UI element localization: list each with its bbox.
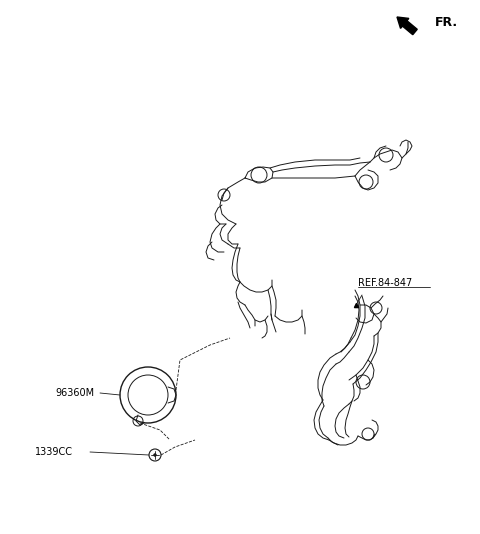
FancyArrow shape — [397, 17, 417, 35]
Text: REF.84-847: REF.84-847 — [358, 278, 412, 288]
Text: FR.: FR. — [435, 15, 458, 28]
Circle shape — [154, 453, 156, 457]
Text: 1339CC: 1339CC — [35, 447, 73, 457]
Text: 96360M: 96360M — [55, 388, 94, 398]
